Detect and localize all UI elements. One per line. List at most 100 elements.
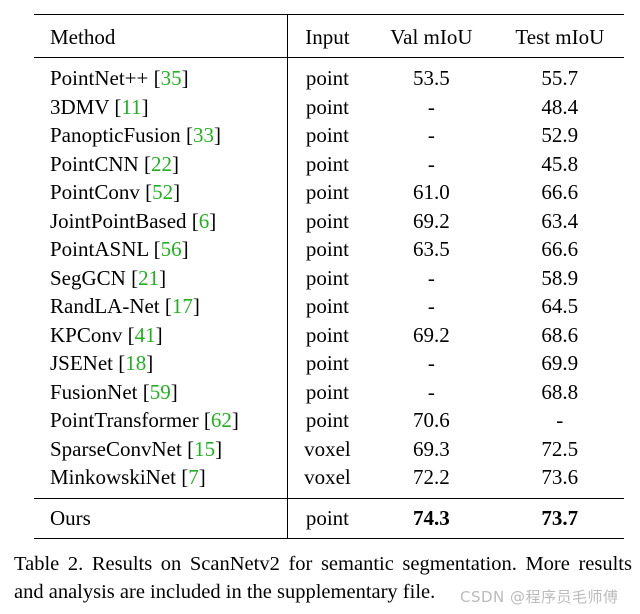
input-cell: point xyxy=(286,92,368,121)
citation-link[interactable]: 6 xyxy=(198,208,210,233)
citation-link[interactable]: 59 xyxy=(149,379,171,404)
input-cell: point xyxy=(286,292,368,321)
method-name: PointConv xyxy=(50,180,140,204)
val-miou-cell: 61.0 xyxy=(413,180,450,204)
input-cell: point xyxy=(286,263,368,292)
method-name: KPConv xyxy=(50,322,123,347)
test-miou-cell: 58.9 xyxy=(541,265,579,290)
method-cell: RandLA-Net [17] xyxy=(50,294,200,318)
citation-link[interactable]: 15 xyxy=(194,436,216,461)
header-val-miou: Val mIoU xyxy=(367,14,496,58)
table-row: 3DMV [11] point - 48.4 xyxy=(34,92,624,121)
method-cell: PanopticFusion [33] xyxy=(50,123,221,147)
ours-row: Ours point 74.3 73.7 xyxy=(34,497,624,539)
val-miou-cell: - xyxy=(427,351,435,375)
input-cell: point xyxy=(286,235,368,264)
method-name: PointNet++ xyxy=(50,66,149,90)
val-miou-cell: - xyxy=(427,379,435,404)
table-row: JSENet [18] point - 69.9 xyxy=(34,349,624,378)
citation-link[interactable]: 33 xyxy=(192,123,214,147)
method-name: PointASNL xyxy=(50,237,149,261)
method-name: PointCNN xyxy=(50,151,139,176)
table-row: PointNet++ [35] point 53.5 55.7 xyxy=(34,57,624,93)
method-cell: PointCNN [22] xyxy=(50,151,179,176)
input-cell: point xyxy=(286,178,368,207)
table-row: PanopticFusion [33] point - 52.9 xyxy=(34,121,624,150)
test-miou-cell: 66.6 xyxy=(541,237,579,261)
val-miou-cell: 70.6 xyxy=(413,408,450,432)
test-miou-cell: 69.9 xyxy=(541,351,579,375)
method-cell: FusionNet [59] xyxy=(50,379,178,404)
test-miou-cell: 66.6 xyxy=(541,180,579,204)
method-cell: JointPointBased [6] xyxy=(50,208,217,233)
table-caption: Table 2. Results on ScanNetv2 for semant… xyxy=(14,553,632,603)
results-table-container: Method Input Val mIoU Test mIoU PointNet… xyxy=(34,14,624,539)
citation-link[interactable]: 18 xyxy=(125,351,147,375)
citation-link[interactable]: 35 xyxy=(160,66,182,90)
table-row: PointTransformer [62] point 70.6 - xyxy=(34,406,624,435)
header-test-miou: Test mIoU xyxy=(495,14,624,58)
citation-link[interactable]: 22 xyxy=(150,151,172,176)
method-name: JSENet xyxy=(50,351,113,375)
table-row: PointASNL [56] point 63.5 66.6 xyxy=(34,235,624,264)
citation-link[interactable]: 52 xyxy=(152,180,174,204)
citation-link[interactable]: 7 xyxy=(188,465,199,489)
test-miou-cell: 52.9 xyxy=(541,123,579,147)
input-cell: voxel xyxy=(286,434,368,463)
table-row: PointCNN [22] point - 45.8 xyxy=(34,149,624,178)
method-cell: MinkowskiNet [7] xyxy=(50,465,206,489)
test-miou-cell: 45.8 xyxy=(541,151,579,176)
method-cell: 3DMV [11] xyxy=(50,94,149,119)
val-miou-cell: - xyxy=(427,265,435,290)
input-cell: point xyxy=(286,149,368,178)
header-method: Method xyxy=(34,14,288,58)
input-cell: voxel xyxy=(286,463,368,498)
method-name: SegGCN xyxy=(50,265,126,290)
input-cell: point xyxy=(286,377,368,406)
citation-link[interactable]: 41 xyxy=(134,322,156,347)
val-miou-cell: - xyxy=(427,123,435,147)
table-row: JointPointBased [6] point 69.2 63.4 xyxy=(34,206,624,235)
method-name: 3DMV xyxy=(50,94,110,119)
table-row: PointConv [52] point 61.0 66.6 xyxy=(34,178,624,207)
table-row: KPConv [41] point 69.2 68.6 xyxy=(34,320,624,349)
citation-link[interactable]: 21 xyxy=(138,265,160,290)
val-miou-cell: 69.2 xyxy=(413,322,450,347)
citation-link[interactable]: 11 xyxy=(121,94,142,119)
table-row: RandLA-Net [17] point - 64.5 xyxy=(34,292,624,321)
citation-link[interactable]: 56 xyxy=(160,237,182,261)
method-cell: SegGCN [21] xyxy=(50,265,167,290)
method-cell: PointConv [52] xyxy=(50,180,181,204)
citation-link[interactable]: 17 xyxy=(171,294,193,318)
input-cell: point xyxy=(286,57,368,93)
val-miou-cell: - xyxy=(427,294,435,318)
method-cell: JSENet [18] xyxy=(50,351,154,375)
val-miou-cell: 69.3 xyxy=(413,436,450,461)
header-input: Input xyxy=(286,14,368,58)
val-miou-cell: 53.5 xyxy=(413,66,450,90)
test-miou-cell: - xyxy=(556,408,564,432)
method-name: MinkowskiNet xyxy=(50,465,176,489)
val-miou-cell: 69.2 xyxy=(413,208,450,233)
method-cell: PointASNL [56] xyxy=(50,237,189,261)
test-miou-cell: 73.6 xyxy=(541,465,579,489)
method-name: RandLA-Net xyxy=(50,294,160,318)
ours-val-miou: 74.3 xyxy=(367,497,496,539)
input-cell: point xyxy=(286,206,368,235)
table-row: FusionNet [59] point - 68.8 xyxy=(34,377,624,406)
table-header-row: Method Input Val mIoU Test mIoU xyxy=(34,14,624,58)
test-miou-cell: 55.7 xyxy=(541,66,579,90)
citation-link[interactable]: 62 xyxy=(210,408,232,432)
table-body: PointNet++ [35] point 53.5 55.7 3DMV [11] poi… xyxy=(34,57,624,498)
val-miou-cell: 63.5 xyxy=(413,237,450,261)
val-miou-cell: 72.2 xyxy=(413,465,450,489)
input-cell: point xyxy=(286,349,368,378)
test-miou-cell: 68.8 xyxy=(541,379,579,404)
ours-test-miou: 73.7 xyxy=(495,497,624,539)
val-miou-cell: - xyxy=(427,151,435,176)
method-name: PanopticFusion xyxy=(50,123,181,147)
results-table: Method Input Val mIoU Test mIoU PointNet… xyxy=(34,14,624,539)
ours-method: Ours xyxy=(34,497,288,539)
watermark-text: CSDN @程序员毛师傅 xyxy=(460,588,619,606)
method-cell: KPConv [41] xyxy=(50,322,163,347)
